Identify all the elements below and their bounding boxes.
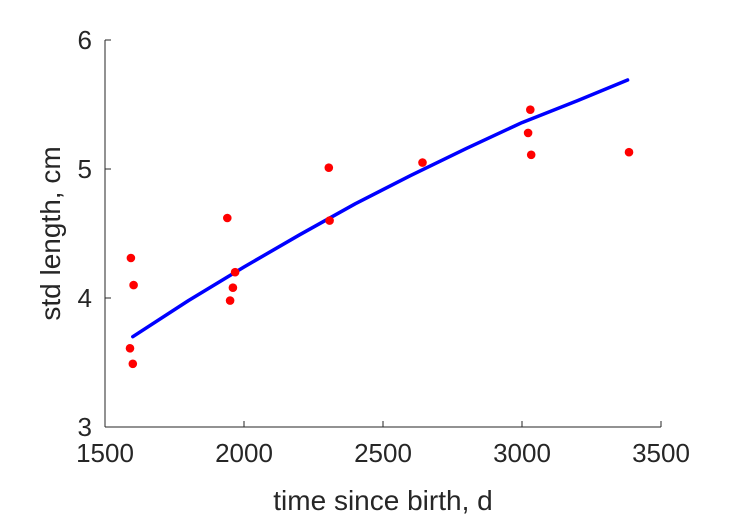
data-point xyxy=(128,359,138,369)
y-axis-label: std length, cm xyxy=(35,146,66,320)
data-point xyxy=(126,253,136,263)
x-tick-label: 2500 xyxy=(354,438,412,468)
data-point xyxy=(523,128,533,138)
y-tick-label: 6 xyxy=(78,25,92,55)
fit-curve-group xyxy=(131,78,630,339)
data-point xyxy=(418,158,427,167)
y-tick-label: 3 xyxy=(78,412,92,442)
y-tick-label: 4 xyxy=(78,283,92,313)
data-point xyxy=(125,344,135,353)
x-axis-label: time since birth, d xyxy=(273,485,492,516)
data-point xyxy=(526,105,535,114)
data-point xyxy=(223,213,232,223)
x-tick-label: 3500 xyxy=(632,438,690,468)
data-point xyxy=(225,296,235,305)
data-point xyxy=(324,163,334,172)
y-tick-label: 5 xyxy=(78,154,92,184)
data-points-group xyxy=(125,105,634,369)
x-tick-label: 2000 xyxy=(215,438,273,468)
x-tick-label: 3000 xyxy=(493,438,551,468)
axes: 1500 2000 2500 3000 3500 3 4 5 6 xyxy=(76,25,690,468)
data-point xyxy=(526,150,536,160)
data-point xyxy=(624,147,634,157)
x-tick-label: 1500 xyxy=(76,438,134,468)
data-point xyxy=(325,216,334,225)
data-point xyxy=(230,267,240,277)
fit-curve xyxy=(131,78,630,339)
data-point xyxy=(228,283,238,293)
data-point xyxy=(129,280,138,290)
